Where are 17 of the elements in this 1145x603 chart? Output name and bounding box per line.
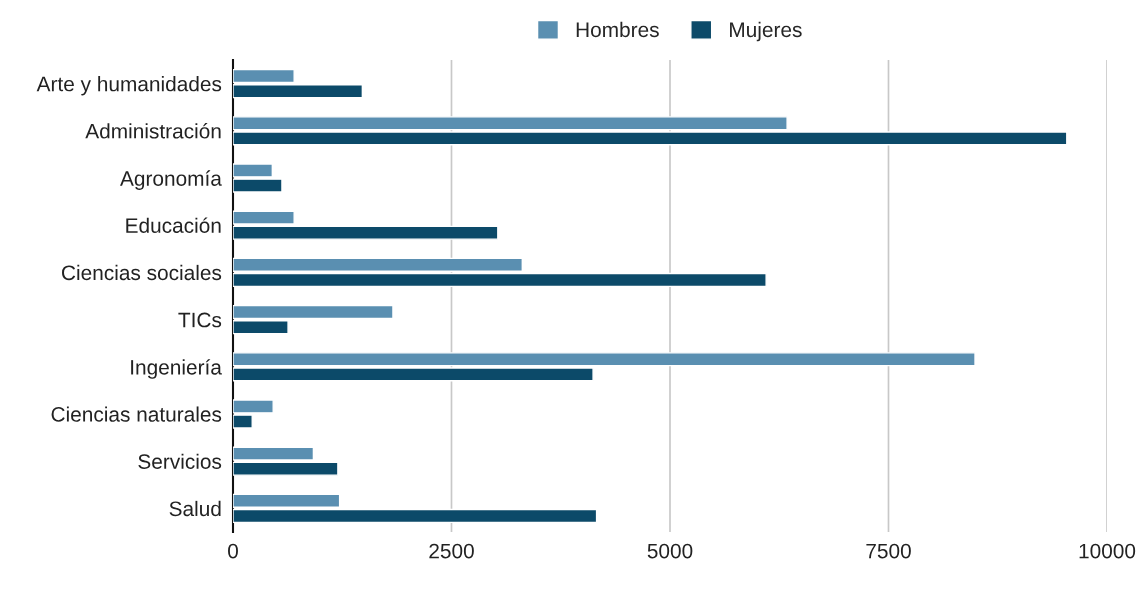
y-tick-label: Agronomía xyxy=(120,170,222,190)
legend-label: Mujeres xyxy=(730,21,802,42)
x-tick-label: 7500 xyxy=(866,543,911,559)
y-tick-label: Servicios xyxy=(138,453,222,469)
x-tick-label: 2500 xyxy=(429,543,474,559)
y-tick-label: Ciencias sociales xyxy=(62,264,222,281)
y-tick-label: Ciencias naturales xyxy=(51,406,222,422)
y-tick-label: Salud xyxy=(169,500,221,517)
legend-label: Hombres xyxy=(576,21,659,38)
x-tick-label: 0 xyxy=(228,543,238,559)
y-tick-label: Arte y humanidades xyxy=(36,76,222,96)
x-tick-label: 5000 xyxy=(647,543,693,559)
y-tick-label: Educación xyxy=(126,217,221,233)
y-tick-label: Administración xyxy=(85,123,221,139)
y-tick-label: TICs xyxy=(178,312,222,328)
y-tick-label: Ingeniería xyxy=(131,359,222,379)
x-tick-label: 10000 xyxy=(1079,543,1136,559)
